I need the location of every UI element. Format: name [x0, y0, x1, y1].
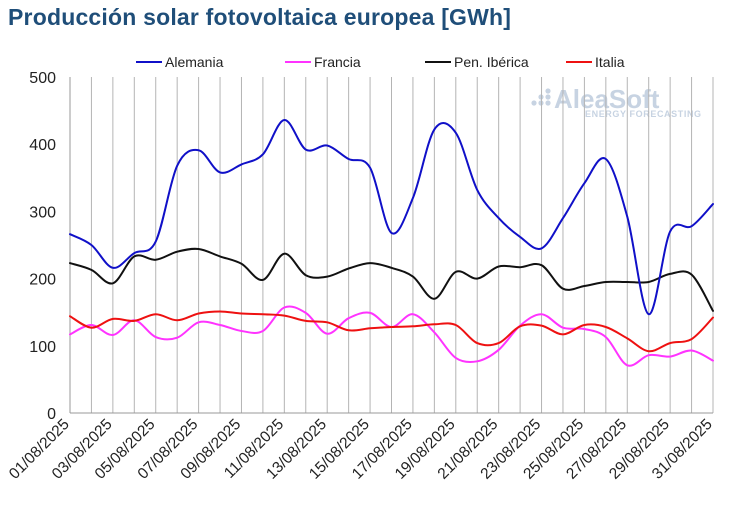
- y-tick-label: 0: [47, 406, 56, 423]
- y-tick-label: 500: [29, 70, 56, 87]
- legend-label-italia: Italia: [595, 54, 625, 70]
- chart-title: Producción solar fotovoltaica europea [G…: [8, 4, 512, 30]
- chart-grid: [69, 77, 714, 413]
- y-tick-label: 300: [29, 204, 56, 221]
- y-axis-ticks: 0 100 200 300 400 500: [29, 70, 56, 423]
- chart-series: [69, 119, 714, 367]
- watermark-tagline: ENERGY FORECASTING: [585, 109, 702, 119]
- chart-legend: Alemania Francia Pen. Ibérica Italia: [136, 54, 625, 70]
- aleasoft-logo-icon: [531, 88, 551, 106]
- legend-label-alemania: Alemania: [165, 54, 224, 70]
- watermark-brand: AleaSoft: [554, 84, 660, 114]
- series-line-pen-iberica: [69, 247, 714, 312]
- aleasoft-watermark: AleaSoft ENERGY FORECASTING: [531, 84, 701, 119]
- series-line-alemania: [69, 119, 714, 316]
- x-axis-ticks: 01/08/202503/08/202505/08/202507/08/2025…: [6, 416, 716, 483]
- y-tick-label: 200: [29, 272, 56, 289]
- chart-axes: [69, 77, 713, 414]
- legend-label-pen-iberica: Pen. Ibérica: [454, 54, 529, 70]
- y-tick-label: 400: [29, 137, 56, 154]
- series-line-italia: [69, 310, 714, 353]
- y-tick-label: 100: [29, 339, 56, 356]
- legend-label-francia: Francia: [314, 54, 361, 70]
